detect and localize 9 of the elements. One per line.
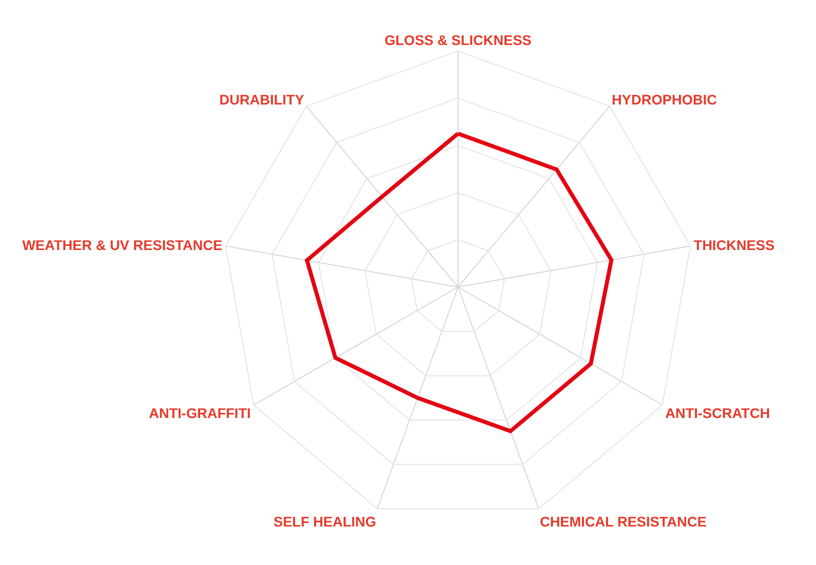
spoke-label: DURABILITY	[219, 92, 305, 108]
spoke-label: WEATHER & UV RESISTANCE	[22, 236, 222, 253]
spoke-label: ANTI-SCRATCH	[665, 404, 770, 421]
spoke-label: GLOSS & SLICKNESS	[384, 32, 532, 48]
spoke-label: SELF HEALING	[273, 514, 376, 530]
spoke-label: CHEMICAL RESISTANCE	[540, 514, 707, 530]
spoke-label: THICKNESS	[694, 236, 775, 253]
spoke-label: HYDROPHOBIC	[612, 92, 717, 108]
spoke-label: ANTI-GRAFFITI	[148, 404, 251, 421]
